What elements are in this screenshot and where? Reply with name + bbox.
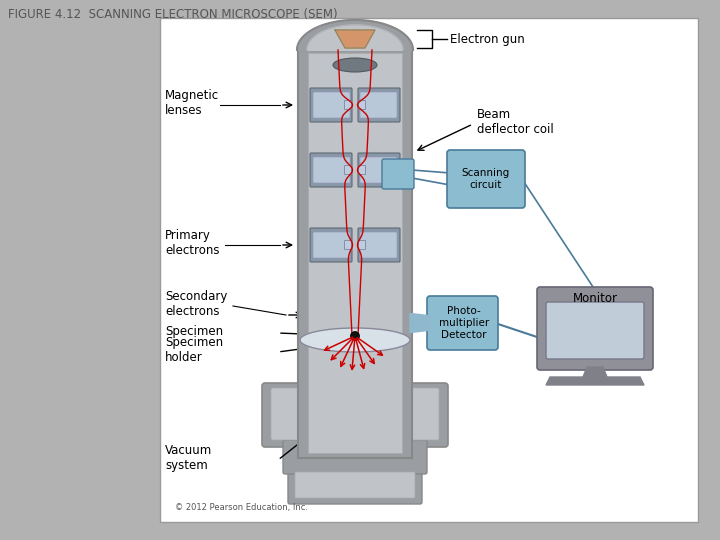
FancyBboxPatch shape [359, 240, 366, 249]
FancyBboxPatch shape [283, 440, 427, 474]
FancyBboxPatch shape [298, 50, 412, 458]
Ellipse shape [333, 58, 377, 72]
Text: Photo-
multiplier
Detector: Photo- multiplier Detector [439, 306, 489, 340]
FancyBboxPatch shape [427, 296, 498, 350]
Ellipse shape [300, 328, 410, 352]
Text: Magnetic
lenses: Magnetic lenses [165, 89, 219, 117]
Polygon shape [583, 367, 607, 377]
Polygon shape [297, 20, 413, 50]
FancyBboxPatch shape [358, 153, 400, 187]
Text: FIGURE 4.12  SCANNING ELECTRON MICROSCOPE (SEM): FIGURE 4.12 SCANNING ELECTRON MICROSCOPE… [8, 8, 338, 21]
FancyBboxPatch shape [313, 232, 350, 258]
FancyBboxPatch shape [308, 53, 402, 453]
Text: Specimen
holder: Specimen holder [165, 336, 223, 364]
Polygon shape [307, 25, 403, 50]
Polygon shape [410, 313, 430, 333]
FancyBboxPatch shape [360, 92, 397, 118]
FancyBboxPatch shape [359, 100, 366, 110]
FancyBboxPatch shape [295, 472, 415, 498]
FancyBboxPatch shape [310, 228, 352, 262]
Text: Secondary
electrons: Secondary electrons [165, 290, 228, 318]
FancyBboxPatch shape [546, 302, 644, 359]
FancyBboxPatch shape [382, 159, 414, 189]
FancyBboxPatch shape [271, 388, 439, 440]
FancyBboxPatch shape [313, 157, 350, 183]
FancyBboxPatch shape [310, 153, 352, 187]
Text: Monitor: Monitor [572, 292, 618, 305]
FancyBboxPatch shape [313, 92, 350, 118]
Text: Electron gun: Electron gun [450, 32, 525, 45]
FancyBboxPatch shape [537, 287, 653, 370]
FancyBboxPatch shape [262, 383, 448, 447]
Text: Vacuum
system: Vacuum system [165, 444, 212, 472]
FancyBboxPatch shape [358, 88, 400, 122]
FancyBboxPatch shape [359, 165, 366, 174]
FancyBboxPatch shape [344, 100, 351, 110]
Text: Specimen: Specimen [165, 325, 223, 338]
FancyBboxPatch shape [360, 157, 397, 183]
FancyBboxPatch shape [344, 240, 351, 249]
Circle shape [351, 332, 359, 341]
FancyBboxPatch shape [344, 165, 351, 174]
Polygon shape [546, 377, 644, 385]
Text: © 2012 Pearson Education, Inc.: © 2012 Pearson Education, Inc. [175, 503, 308, 512]
Text: Scanning
circuit: Scanning circuit [462, 168, 510, 190]
Polygon shape [335, 30, 375, 48]
FancyBboxPatch shape [310, 88, 352, 122]
Text: Primary
electrons: Primary electrons [165, 229, 220, 257]
FancyBboxPatch shape [360, 232, 397, 258]
FancyBboxPatch shape [447, 150, 525, 208]
FancyBboxPatch shape [288, 468, 422, 504]
FancyBboxPatch shape [160, 18, 698, 522]
FancyBboxPatch shape [358, 228, 400, 262]
Text: Beam
deflector coil: Beam deflector coil [477, 108, 554, 136]
